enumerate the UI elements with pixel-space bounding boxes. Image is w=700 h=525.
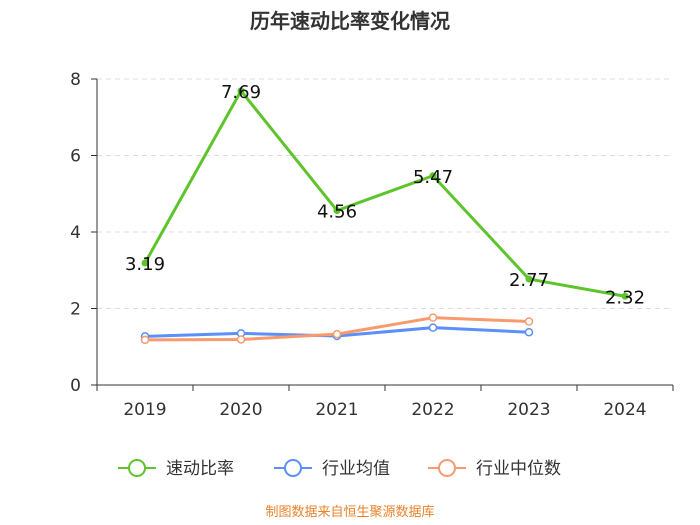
data-label: 5.47 xyxy=(413,167,453,188)
source-note: 制图数据来自恒生聚源数据库 xyxy=(265,504,434,520)
x-tick-label: 2022 xyxy=(411,400,454,420)
data-point[interactable] xyxy=(140,335,150,345)
data-point[interactable] xyxy=(621,292,629,300)
data-point[interactable] xyxy=(524,317,534,326)
data-point[interactable] xyxy=(428,323,438,332)
data-point[interactable] xyxy=(236,335,246,344)
data-labels: 3.19 7.69 4.56 5.47 2.77 2.32 xyxy=(125,82,645,308)
x-axis: 2019 2020 2021 2022 2023 2024 xyxy=(96,384,674,420)
legend-marker-icon xyxy=(438,459,456,477)
x-tick-label: 2019 xyxy=(123,400,166,420)
data-label: 4.56 xyxy=(317,202,357,223)
grid xyxy=(97,78,673,309)
y-tick-label: 4 xyxy=(70,223,81,243)
x-tick-label: 2023 xyxy=(507,400,550,420)
legend-label: 速动比率 xyxy=(166,459,234,479)
data-point[interactable] xyxy=(237,87,245,95)
legend-label: 行业中位数 xyxy=(476,459,561,479)
data-label: 3.19 xyxy=(125,254,165,275)
legend-label: 行业均值 xyxy=(322,459,390,479)
data-label: 7.69 xyxy=(221,82,261,103)
y-tick-label: 2 xyxy=(70,300,81,320)
data-point[interactable] xyxy=(525,275,533,283)
chart-title: 历年速动比率变化情况 xyxy=(250,9,450,33)
data-point[interactable] xyxy=(429,172,437,180)
data-label: 2.77 xyxy=(509,270,549,291)
legend-item[interactable]: 行业均值 xyxy=(274,459,390,479)
y-tick-label: 0 xyxy=(70,376,81,396)
x-tick-label: 2021 xyxy=(315,400,358,420)
data-point[interactable] xyxy=(333,207,341,215)
x-tick-label: 2020 xyxy=(219,400,262,420)
series-line-quick-ratio xyxy=(143,89,626,298)
y-tick-label: 8 xyxy=(70,70,81,90)
data-label: 2.32 xyxy=(605,287,645,308)
data-point[interactable] xyxy=(141,259,149,267)
y-axis: 0 2 4 6 8 xyxy=(70,70,98,396)
legend-item[interactable]: 速动比率 xyxy=(118,459,234,479)
series-layer xyxy=(140,87,629,345)
legend-marker-icon xyxy=(128,459,146,477)
data-point[interactable] xyxy=(524,327,534,337)
x-tick-label: 2024 xyxy=(603,400,646,420)
legend-marker-icon xyxy=(284,459,302,477)
legend-item[interactable]: 行业中位数 xyxy=(428,459,561,479)
legend[interactable]: 速动比率 行业均值 行业中位数 xyxy=(118,459,561,479)
y-tick-label: 6 xyxy=(70,147,81,167)
data-point[interactable] xyxy=(332,329,342,339)
data-point[interactable] xyxy=(428,313,438,322)
